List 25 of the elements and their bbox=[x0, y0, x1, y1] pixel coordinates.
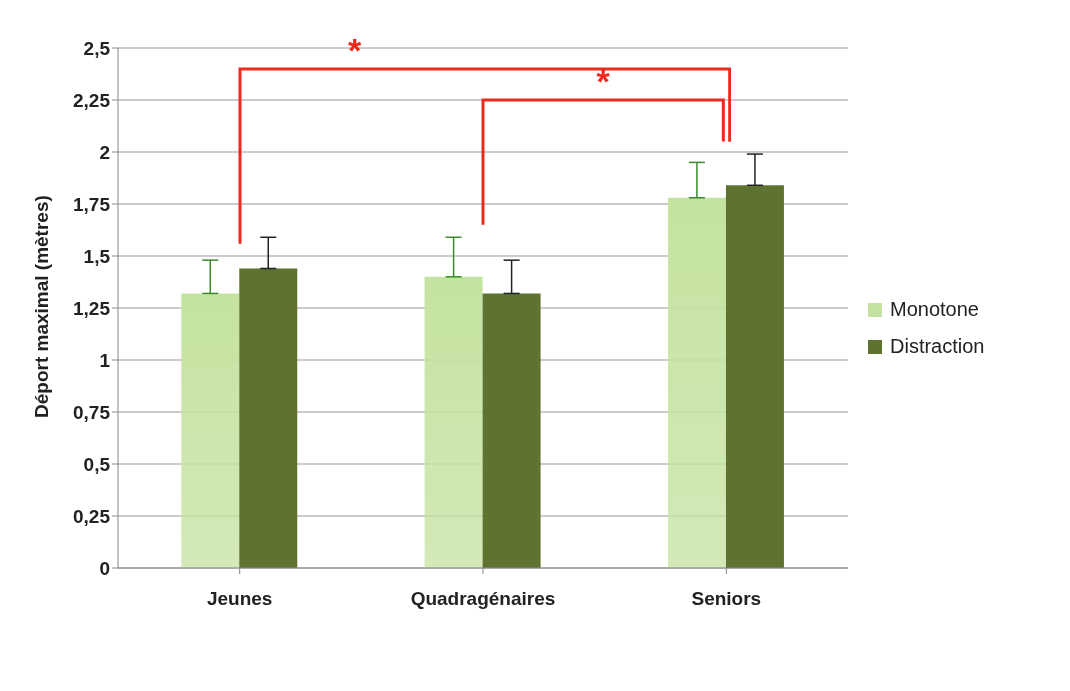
legend-label: Distraction bbox=[890, 335, 985, 358]
y-tick-label: 0,5 bbox=[83, 453, 111, 475]
y-tick-label: 1,25 bbox=[73, 297, 111, 319]
y-tick-label: 0 bbox=[99, 557, 110, 579]
bar bbox=[181, 293, 240, 568]
x-tick-label: Seniors bbox=[691, 588, 762, 610]
annotation: * bbox=[347, 30, 363, 70]
y-tick-label: 1,75 bbox=[73, 193, 111, 215]
y-tick-label: 2 bbox=[99, 141, 110, 163]
y-tick-label: 0,75 bbox=[73, 401, 111, 423]
bar bbox=[482, 293, 541, 568]
bar bbox=[239, 268, 298, 568]
y-axis-title: Déport maximal (mètres) bbox=[30, 195, 52, 418]
y-tick-label: 1 bbox=[99, 349, 111, 371]
bar bbox=[725, 185, 784, 568]
y-tick-label: 2,5 bbox=[83, 37, 111, 59]
y-tick-label: 2,25 bbox=[73, 89, 111, 111]
bar bbox=[424, 276, 483, 568]
y-tick-label: 0,25 bbox=[73, 505, 111, 527]
annotation: * bbox=[595, 62, 611, 101]
y-tick-label: 1,5 bbox=[83, 245, 111, 267]
bar bbox=[667, 197, 726, 568]
legend-label: Monotone bbox=[890, 298, 979, 321]
x-tick-label: Jeunes bbox=[206, 588, 273, 610]
x-tick-label: Quadragénaires bbox=[410, 588, 556, 610]
